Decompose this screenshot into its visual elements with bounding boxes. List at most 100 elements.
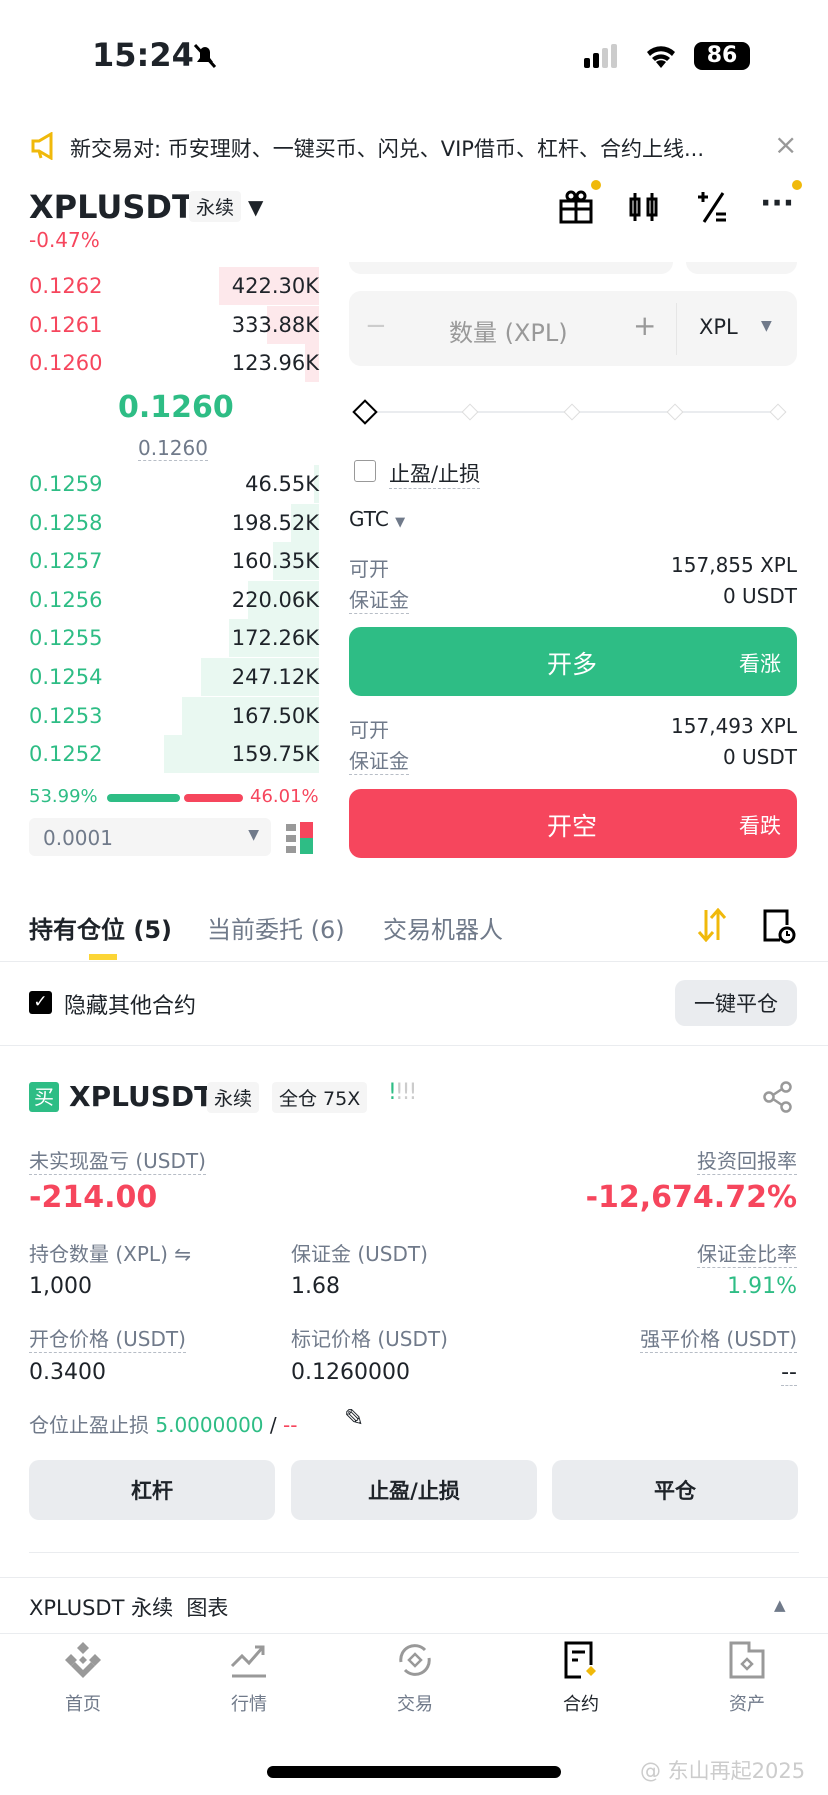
symbol-dropdown-icon[interactable]: ▼ [248, 195, 264, 219]
margin-mode-badge[interactable]: 全仓 75X [272, 1082, 368, 1113]
bid-row[interactable]: 0.1258 198.52K [29, 503, 319, 542]
last-price[interactable]: 0.1260 [118, 390, 234, 425]
sort-icon[interactable] [697, 908, 727, 942]
more-icon[interactable]: ··· [760, 186, 795, 221]
pnl-label[interactable]: 未实现盈亏 (USDT) [29, 1145, 206, 1175]
quantity-input[interactable]: − 数量 (XPL) + XPL ▼ [349, 291, 797, 366]
close-notice-icon[interactable]: × [774, 128, 798, 161]
hide-other-label[interactable]: 隐藏其他合约 [64, 994, 197, 1019]
bid-row[interactable]: 0.1257 160.35K [29, 542, 319, 581]
symbol-title[interactable]: XPLUSDT [29, 188, 194, 226]
time-in-force-select[interactable]: GTC ▼ [349, 507, 405, 531]
bid-row[interactable]: 0.1256 220.06K [29, 580, 319, 619]
calculator-icon[interactable] [696, 190, 730, 224]
tab-positions[interactable]: 持有仓位 (5) [29, 916, 172, 944]
bid-row[interactable]: 0.1252 159.75K [29, 735, 319, 774]
quantity: 333.88K [231, 312, 319, 337]
tab-open-orders[interactable]: 当前委托 (6) [207, 916, 345, 944]
tif-value: GTC [349, 507, 389, 531]
history-icon[interactable] [762, 908, 796, 944]
buy-ratio: 53.99% [29, 786, 98, 807]
sell-ratio: 46.01% [250, 786, 319, 807]
nav-label: 交易 [397, 1694, 433, 1715]
open-long-button[interactable]: 开多 看涨 [349, 627, 797, 696]
position-mark-price: 0.1260000 [291, 1360, 410, 1385]
tpsl-label[interactable]: 止盈/止损 [389, 458, 481, 489]
nav-label: 行情 [231, 1694, 267, 1715]
status-time: 15:24 [92, 36, 194, 74]
trend-chart-icon [230, 1645, 266, 1678]
margin-ratio: 1.91% [727, 1274, 797, 1299]
open-short-button[interactable]: 开空 看跌 [349, 789, 797, 858]
bid-row[interactable]: 0.1253 167.50K [29, 696, 319, 735]
order-type-partial[interactable] [686, 262, 797, 274]
open-long-label: 开多 [547, 650, 598, 679]
quantity: 220.06K [231, 587, 319, 612]
leverage-button[interactable]: 杠杆 [29, 1460, 275, 1520]
home-indicator [267, 1766, 561, 1778]
mark-price[interactable]: 0.1260 [138, 436, 208, 461]
hide-other-checkbox[interactable]: ✓ [29, 991, 52, 1014]
price: 0.1256 [29, 587, 103, 612]
nav-markets[interactable]: 行情 [166, 1640, 332, 1716]
depth-bar [266, 305, 319, 344]
price: 0.1252 [29, 742, 103, 767]
close-position-button[interactable]: 平仓 [552, 1460, 798, 1520]
ask-row[interactable]: 0.1260 123.96K [29, 344, 319, 382]
chevron-down-icon[interactable]: ▼ [761, 318, 772, 334]
liq-price: -- [781, 1360, 797, 1386]
notice-text[interactable]: 新交易对: 币安理财、一键买币、闪兑、VIP借币、杠杆、合约上线... [70, 137, 704, 161]
liq-price-label[interactable]: 强平价格 (USDT) [640, 1323, 797, 1353]
price: 0.1254 [29, 665, 103, 689]
short-hint: 看跌 [739, 814, 781, 838]
bid-row[interactable]: 0.1255 172.26K [29, 619, 319, 658]
tab-trading-bots[interactable]: 交易机器人 [383, 916, 503, 944]
depth-bar [219, 267, 319, 305]
bid-row[interactable]: 0.1254 247.12K [29, 658, 319, 696]
bell-muted-icon [193, 43, 217, 69]
orderbook-layout-icon[interactable] [286, 822, 316, 854]
decrease-icon[interactable]: − [365, 311, 387, 341]
contract-type-badge: 永续 [189, 191, 242, 222]
price-input-partial[interactable] [349, 262, 673, 274]
margin-ratio-label[interactable]: 保证金比率 [697, 1238, 797, 1268]
nav-futures[interactable]: 合约 [498, 1640, 664, 1716]
buy-side-badge: 买 [29, 1082, 59, 1112]
chevron-up-icon[interactable]: ▲ [774, 1596, 786, 1614]
entry-price-label[interactable]: 开仓价格 (USDT) [29, 1323, 186, 1353]
depth-bar [313, 465, 319, 503]
precision-select[interactable]: 0.0001 ▼ [29, 818, 271, 856]
chart-toggle-label[interactable]: XPLUSDT 永续 图表 [29, 1596, 229, 1620]
short-margin: 0 USDT [722, 745, 797, 769]
nav-home[interactable]: 首页 [0, 1640, 166, 1716]
swap-unit-icon[interactable]: ⇋ [174, 1242, 191, 1266]
unit-select[interactable]: XPL [699, 315, 738, 339]
ask-row[interactable]: 0.1262 422.30K [29, 267, 319, 305]
position-type-badge: 永续 [207, 1082, 260, 1113]
position-tpsl: 仓位止盈止损 5.0000000 / -- [29, 1409, 297, 1438]
share-icon[interactable] [762, 1081, 794, 1113]
tpsl-checkbox[interactable] [354, 460, 376, 482]
edit-tpsl-icon[interactable]: ✎ [344, 1404, 365, 1432]
ask-row[interactable]: 0.1261 333.88K [29, 305, 319, 344]
quantity: 46.55K [245, 472, 319, 496]
quantity-slider[interactable] [352, 399, 787, 425]
divider [0, 961, 828, 962]
tpsl-button[interactable]: 止盈/止损 [291, 1460, 537, 1520]
sell-ratio-bar [184, 794, 243, 802]
adl-indicator-icon: !!!! [388, 1080, 417, 1105]
more-notification-dot [792, 180, 802, 190]
bid-row[interactable]: 0.1259 46.55K [29, 465, 319, 503]
nav-trade[interactable]: 交易 [332, 1640, 498, 1716]
depth-bar [248, 580, 319, 619]
roe-label[interactable]: 投资回报率 [697, 1145, 797, 1175]
close-all-button[interactable]: 一键平仓 [675, 980, 797, 1026]
depth-bar [304, 344, 319, 382]
position-symbol[interactable]: XPLUSDT [69, 1080, 214, 1113]
slider-handle[interactable] [352, 399, 378, 425]
gift-icon[interactable] [558, 188, 594, 224]
nav-assets[interactable]: 资产 [664, 1640, 828, 1716]
margin-label: 保证金 (USDT) [291, 1242, 428, 1266]
increase-icon[interactable]: + [633, 309, 657, 342]
candlestick-chart-icon[interactable] [628, 190, 660, 224]
